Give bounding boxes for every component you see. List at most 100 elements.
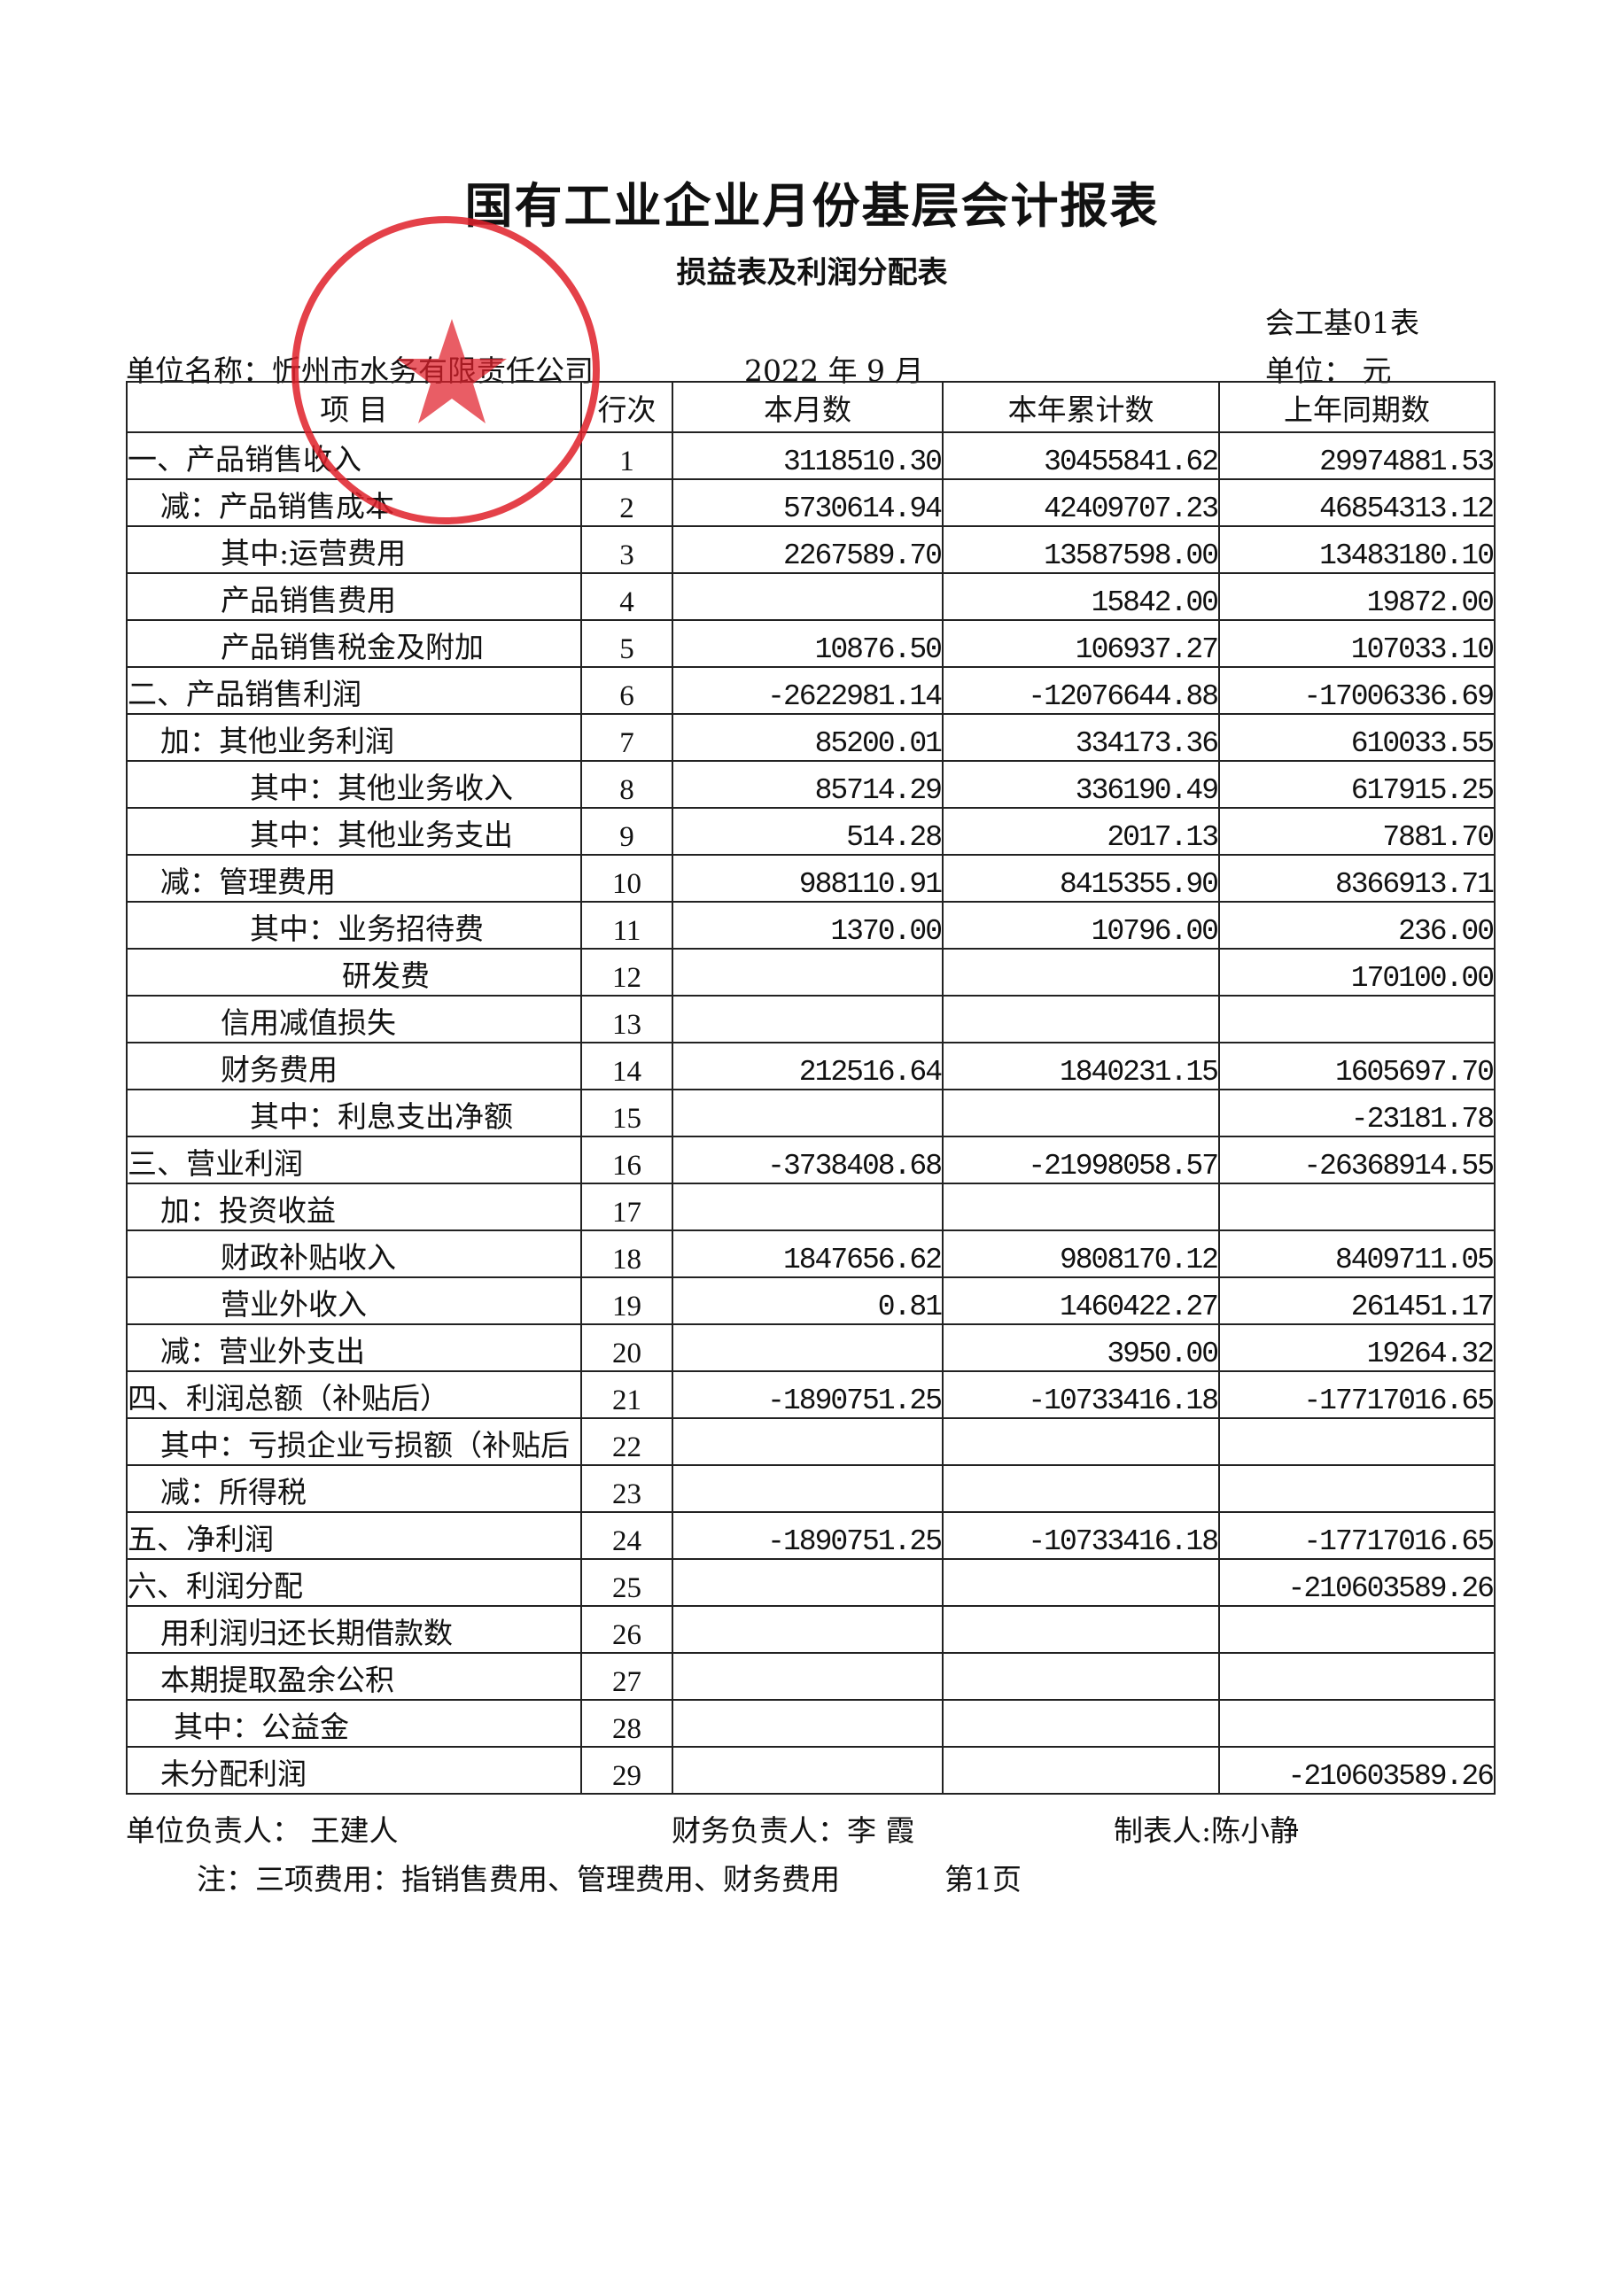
table-row: 五、净利润 24 -1890751.25 -10733416.18 -17717016.…: [126, 1511, 1496, 1560]
preparer-signature: 制表人:陈小静: [1114, 1813, 1300, 1848]
row-ytd-value: -12076644.88: [942, 666, 1220, 715]
row-ytd-value: [942, 1183, 1220, 1231]
row-ytd-value: 2017.13: [942, 807, 1220, 856]
row-month-value: 2267589.70: [672, 525, 944, 574]
row-item-label: 一、产品销售收入: [126, 431, 582, 480]
row-month-value: [672, 1605, 944, 1654]
row-item-label: 加：其他业务利润: [126, 713, 582, 762]
row-line-number: 11: [580, 901, 673, 950]
row-month-value: 514.28: [672, 807, 944, 856]
row-line-number: 20: [580, 1323, 673, 1372]
row-prior-year-value: [1218, 1699, 1496, 1748]
table-row: 其中：亏损企业亏损额（补贴后 22: [126, 1417, 1496, 1466]
column-header-line: 行次: [580, 381, 673, 433]
row-ytd-value: [942, 1464, 1220, 1513]
table-row: 未分配利润 29 -210603589.26: [126, 1746, 1496, 1795]
row-item-label: 加：投资收益: [126, 1183, 582, 1231]
row-month-value: [672, 995, 944, 1043]
row-line-number: 21: [580, 1370, 673, 1419]
report-title: 国有工业企业月份基层会计报表: [464, 178, 1160, 234]
row-month-value: -2622981.14: [672, 666, 944, 715]
row-ytd-value: 42409707.23: [942, 478, 1220, 527]
row-prior-year-value: [1218, 995, 1496, 1043]
table-row: 减：产品销售成本 2 5730614.94 42409707.23 46854313.1…: [126, 478, 1496, 527]
row-line-number: 8: [580, 760, 673, 809]
row-month-value: 988110.91: [672, 854, 944, 903]
table-row: 加：投资收益 17: [126, 1183, 1496, 1231]
row-line-number: 15: [580, 1089, 673, 1137]
row-item-label: 减：营业外支出: [126, 1323, 582, 1372]
row-line-number: 6: [580, 666, 673, 715]
row-prior-year-value: 236.00: [1218, 901, 1496, 950]
row-prior-year-value: [1218, 1464, 1496, 1513]
row-prior-year-value: 617915.25: [1218, 760, 1496, 809]
row-line-number: 25: [580, 1558, 673, 1607]
form-code: 会工基01表: [1265, 306, 1419, 340]
row-line-number: 9: [580, 807, 673, 856]
row-line-number: 28: [580, 1699, 673, 1748]
row-line-number: 27: [580, 1652, 673, 1701]
row-item-label: 产品销售费用: [126, 572, 582, 621]
column-header-item: 项 目: [126, 381, 582, 433]
row-month-value: 10876.50: [672, 619, 944, 668]
table-row: 营业外收入 19 0.81 1460422.27 261451.17: [126, 1276, 1496, 1325]
row-prior-year-value: [1218, 1605, 1496, 1654]
table-row: 减：所得税 23: [126, 1464, 1496, 1513]
row-ytd-value: [942, 1417, 1220, 1466]
table-row: 六、利润分配 25 -210603589.26: [126, 1558, 1496, 1607]
table-header-row: 项 目 行次 本月数 本年累计数 上年同期数: [126, 381, 1496, 433]
row-ytd-value: 334173.36: [942, 713, 1220, 762]
row-item-label: 营业外收入: [126, 1276, 582, 1325]
row-month-value: 3118510.30: [672, 431, 944, 480]
row-prior-year-value: 19264.32: [1218, 1323, 1496, 1372]
row-line-number: 23: [580, 1464, 673, 1513]
row-prior-year-value: 8409711.05: [1218, 1229, 1496, 1278]
row-ytd-value: 106937.27: [942, 619, 1220, 668]
row-month-value: 1370.00: [672, 901, 944, 950]
row-line-number: 26: [580, 1605, 673, 1654]
row-month-value: [672, 1417, 944, 1466]
row-month-value: [672, 1699, 944, 1748]
table-row: 其中：其他业务收入 8 85714.29 336190.49 617915.25: [126, 760, 1496, 809]
row-ytd-value: 9808170.12: [942, 1229, 1220, 1278]
row-line-number: 4: [580, 572, 673, 621]
table-row: 产品销售费用 4 15842.00 19872.00: [126, 572, 1496, 621]
row-ytd-value: 8415355.90: [942, 854, 1220, 903]
row-prior-year-value: 7881.70: [1218, 807, 1496, 856]
row-line-number: 22: [580, 1417, 673, 1466]
row-month-value: 1847656.62: [672, 1229, 944, 1278]
table-row: 其中：业务招待费 11 1370.00 10796.00 236.00: [126, 901, 1496, 950]
row-month-value: [672, 1089, 944, 1137]
row-month-value: 85714.29: [672, 760, 944, 809]
row-prior-year-value: 610033.55: [1218, 713, 1496, 762]
footnote: 注：三项费用：指销售费用、管理费用、财务费用: [197, 1862, 840, 1897]
row-month-value: [672, 1558, 944, 1607]
row-month-value: [672, 1183, 944, 1231]
row-month-value: [672, 572, 944, 621]
row-item-label: 信用减值损失: [126, 995, 582, 1043]
row-prior-year-value: -17717016.65: [1218, 1370, 1496, 1419]
row-prior-year-value: 170100.00: [1218, 948, 1496, 997]
row-item-label: 其中：利息支出净额: [126, 1089, 582, 1137]
row-month-value: 85200.01: [672, 713, 944, 762]
row-ytd-value: -10733416.18: [942, 1511, 1220, 1560]
row-line-number: 5: [580, 619, 673, 668]
table-row: 财政补贴收入 18 1847656.62 9808170.12 8409711.05: [126, 1229, 1496, 1278]
row-item-label: 用利润归还长期借款数: [126, 1605, 582, 1654]
table-row: 研发费 12 170100.00: [126, 948, 1496, 997]
row-ytd-value: [942, 1699, 1220, 1748]
row-prior-year-value: -26368914.55: [1218, 1136, 1496, 1184]
row-item-label: 未分配利润: [126, 1746, 582, 1795]
table-row: 加：其他业务利润 7 85200.01 334173.36 610033.55: [126, 713, 1496, 762]
row-prior-year-value: -210603589.26: [1218, 1746, 1496, 1795]
row-item-label: 五、净利润: [126, 1511, 582, 1560]
column-header-prior: 上年同期数: [1218, 381, 1496, 433]
table-row: 信用减值损失 13: [126, 995, 1496, 1043]
finance-head-signature: 财务负责人：李 霞: [672, 1813, 915, 1848]
row-item-label: 其中：其他业务支出: [126, 807, 582, 856]
table-row: 财务费用 14 212516.64 1840231.15 1605697.70: [126, 1042, 1496, 1090]
row-prior-year-value: -17006336.69: [1218, 666, 1496, 715]
row-ytd-value: -21998058.57: [942, 1136, 1220, 1184]
row-month-value: -3738408.68: [672, 1136, 944, 1184]
row-line-number: 14: [580, 1042, 673, 1090]
